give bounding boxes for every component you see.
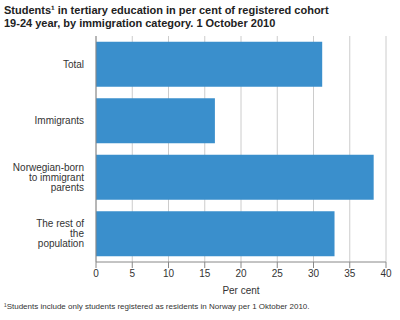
svg-text:15: 15 (199, 268, 211, 279)
svg-text:Total: Total (63, 59, 84, 70)
svg-text:35: 35 (344, 268, 356, 279)
svg-text:25: 25 (272, 268, 284, 279)
svg-text:30: 30 (308, 268, 320, 279)
html-text:¹Students include only student: ¹Students include only students register… (4, 302, 310, 311)
svg-text:40: 40 (380, 268, 392, 279)
svg-text:Immigrants: Immigrants (35, 115, 84, 126)
svg-text:0: 0 (93, 268, 99, 279)
html-text:19-24 year, by immigration cat: 19-24 year, by immigration category. 1 O… (4, 17, 276, 29)
svg-text:20: 20 (235, 268, 247, 279)
svg-text:10: 10 (163, 268, 175, 279)
html-text:Students¹ in tertiary educatio: Students¹ in tertiary education in per c… (4, 4, 329, 16)
svg-text:5: 5 (129, 268, 135, 279)
svg-text:The rest ofthepopulation: The rest ofthepopulation (36, 218, 84, 249)
svg-text:Per cent: Per cent (222, 285, 259, 296)
svg-text:Norwegian-bornto immigrantpare: Norwegian-bornto immigrantparents (13, 162, 84, 193)
